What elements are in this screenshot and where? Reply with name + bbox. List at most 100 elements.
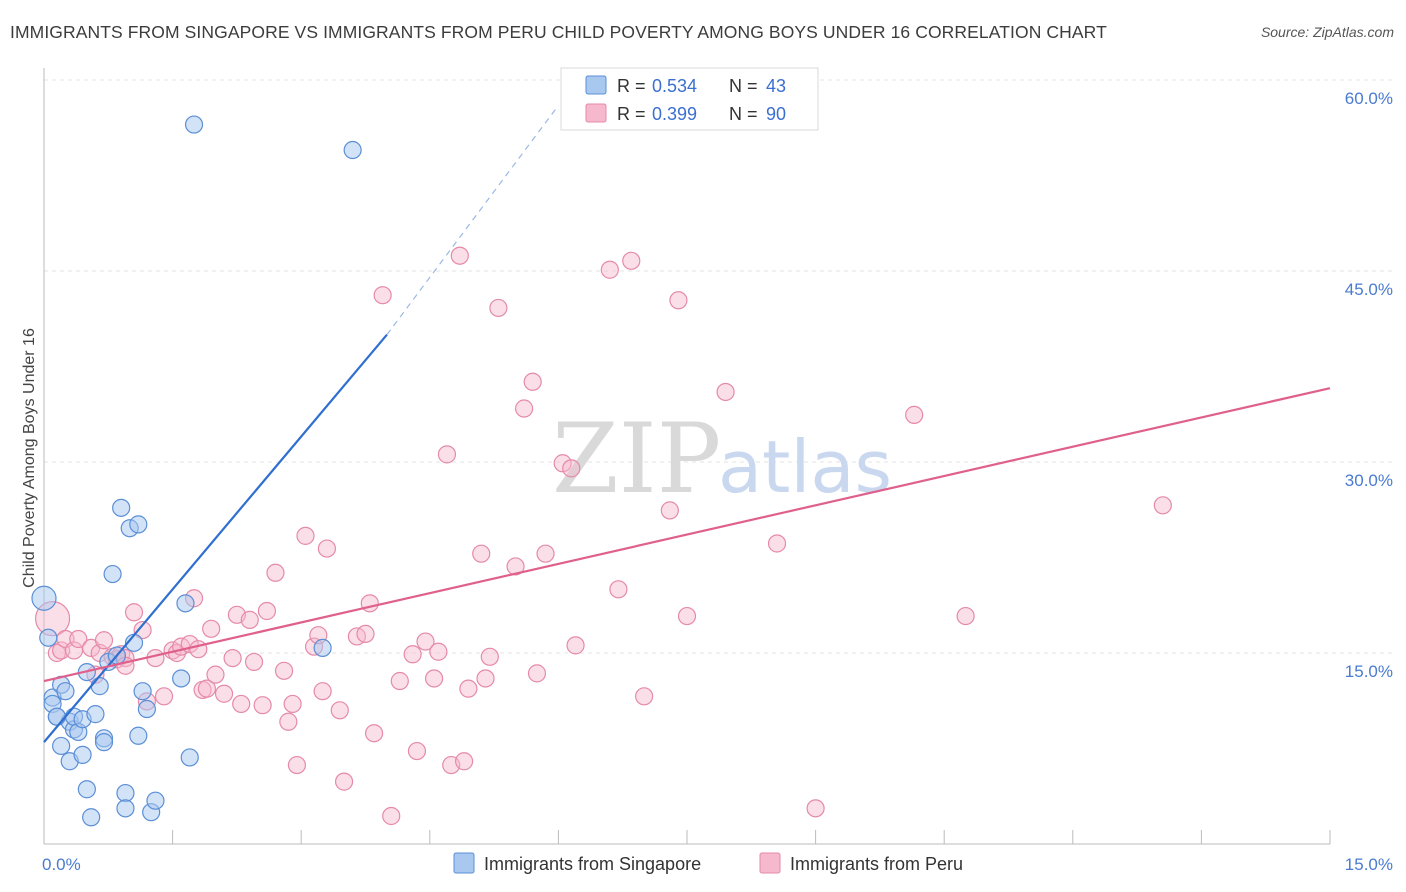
legend-n-value-peru: 90 [766,104,786,124]
singapore-point [129,515,148,534]
peru-point [364,724,384,743]
peru-point [660,501,679,520]
peru-point [956,606,975,626]
peru-point [407,741,427,761]
peru-point [202,619,221,638]
peru-point [189,640,208,659]
bottom-legend-swatch-peru [759,852,781,874]
peru-point [669,291,688,310]
peru-point [767,534,787,553]
peru-point [566,636,585,655]
peru-point [382,806,401,826]
peru-point [253,696,272,715]
peru-point [373,286,392,305]
peru-point [600,260,619,279]
gridlines [44,79,1392,654]
peru-point [317,539,337,558]
peru-point [52,641,71,660]
singapore-point [73,745,92,764]
singapore-point [116,799,135,818]
peru-point [553,454,572,473]
peru-point [279,712,298,731]
peru-point [274,661,294,680]
peru-point [450,246,469,265]
singapore-point [146,791,165,810]
peru-point [454,752,474,771]
peru-point [429,642,448,661]
y-tick-label-3: 60.0% [1345,89,1393,108]
chart-title: IMMIGRANTS FROM SINGAPORE VS IMMIGRANTS … [10,22,1107,42]
peru-point [459,679,478,698]
peru-point [403,645,422,664]
peru-point [313,682,332,701]
correlation-legend: R = 0.534 N = 43 R = 0.399 N = 90 [560,67,819,131]
watermark-zip: ZIP [552,403,721,515]
peru-point [356,624,375,644]
legend-r-value-singapore: 0.534 [652,76,697,96]
x-tick-label-0: 0.0% [42,855,81,874]
peru-point [240,610,259,629]
singapore-point [180,748,199,767]
peru-point [257,601,277,621]
trend-line-singapore-extension [386,105,559,336]
legend-swatch-singapore [585,75,607,95]
singapore-point [103,564,122,584]
peru-point [283,694,302,714]
singapore-point [94,733,114,752]
legend-r-label-peru: R = [617,104,646,124]
singapore-point [137,699,156,719]
legend-r-label-singapore: R = [617,76,646,96]
peru-point [515,399,534,418]
peru-point [330,701,349,720]
peru-point [716,382,735,402]
peru-point [489,298,508,318]
bottom-legend-swatch-singapore [453,852,475,874]
peru-point [562,459,581,478]
peru-point [523,372,542,391]
peru-point [197,679,216,698]
peru-point [94,631,114,650]
singapore-point [133,682,152,701]
singapore-point [86,705,105,724]
peru-point [266,563,285,582]
peru-point [472,544,491,563]
trend-line-singapore [43,333,388,743]
legend-n-value-singapore: 43 [766,76,786,96]
singapore-point [90,677,109,696]
peru-point [527,664,547,683]
peru-point [214,684,234,703]
peru-point [133,620,152,640]
peru-point [476,669,495,688]
peru-point [287,755,307,775]
singapore-point [343,140,362,160]
peru-point [416,632,435,651]
peru-point [609,580,628,599]
peru-point [536,544,555,563]
x-tick-labels: 0.0% 15.0% [42,855,1393,874]
peru-point [905,405,924,424]
singapore-point [77,780,96,799]
singapore-point [39,628,58,647]
trend-lines [43,105,1331,743]
singapore-point [47,707,66,726]
legend-swatch-peru [585,103,607,123]
legend-n-label-peru: N = [729,104,758,124]
singapore-point [52,736,71,756]
peru-point [154,687,174,706]
peru-point [437,445,457,464]
watermark: ZIP atlas [552,403,892,515]
y-tick-label-2: 45.0% [1345,280,1393,299]
peru-point [244,652,264,672]
chart-source: Source: ZipAtlas.com [1260,24,1394,40]
peru-point [296,526,315,545]
peru-point [806,799,825,818]
peru-point [334,772,354,791]
peru-point [1153,496,1172,515]
peru-point [677,606,697,626]
y-axis-label: Child Poverty Among Boys Under 16 [21,328,38,588]
singapore-point [82,808,101,827]
peru-point [506,557,525,576]
singapore-point [129,726,148,745]
peru-point [232,694,251,714]
